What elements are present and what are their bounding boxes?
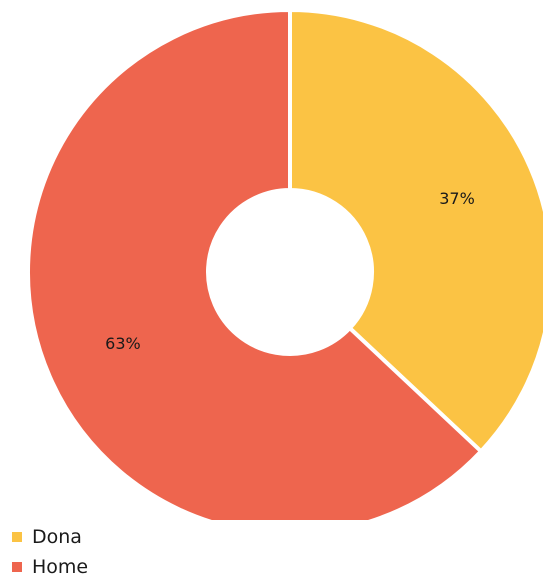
legend: Dona Home <box>12 526 88 578</box>
legend-swatch-dona <box>12 532 22 542</box>
data-label-home: 63% <box>105 334 141 353</box>
slice-dona[interactable] <box>288 7 543 455</box>
legend-swatch-home <box>12 562 22 572</box>
legend-item-dona[interactable]: Dona <box>12 526 88 548</box>
slices-group <box>26 7 543 520</box>
donut-chart: 37% 63% <box>26 7 543 520</box>
slice-home[interactable] <box>26 7 484 520</box>
legend-label-home: Home <box>32 556 89 578</box>
legend-label-dona: Dona <box>32 526 82 548</box>
data-labels-group: 37% 63% <box>105 189 475 353</box>
legend-item-home[interactable]: Home <box>12 556 88 578</box>
data-label-dona: 37% <box>439 189 475 208</box>
